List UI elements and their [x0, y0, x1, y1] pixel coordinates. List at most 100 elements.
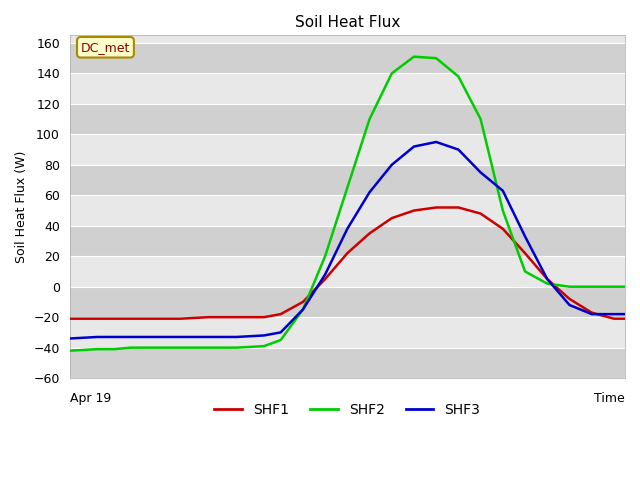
SHF3	[566, 302, 573, 308]
SHF2	[277, 337, 285, 343]
SHF2	[177, 345, 184, 350]
SHF3	[110, 334, 118, 340]
SHF1	[388, 215, 396, 221]
Bar	[70, 226, 625, 256]
SHF1	[433, 204, 440, 210]
SHF1	[205, 314, 212, 320]
SHF2	[299, 307, 307, 312]
SHF3	[521, 234, 529, 240]
SHF2	[66, 348, 74, 354]
SHF3	[143, 334, 151, 340]
SHF2	[610, 284, 618, 289]
SHF3	[321, 272, 329, 277]
SHF2	[365, 116, 373, 122]
SHF1	[127, 316, 134, 322]
SHF3	[260, 333, 268, 338]
Line: SHF3: SHF3	[70, 142, 625, 338]
SHF1	[143, 316, 151, 322]
SHF1	[260, 314, 268, 320]
SHF3	[477, 169, 484, 175]
SHF2	[477, 116, 484, 122]
SHF1	[588, 310, 595, 315]
SHF2	[499, 208, 507, 214]
SHF2	[410, 54, 418, 60]
SHF3	[454, 147, 462, 153]
Bar	[70, 73, 625, 104]
SHF1	[177, 316, 184, 322]
SHF2	[588, 284, 595, 289]
SHF3	[365, 190, 373, 195]
SHF1	[454, 204, 462, 210]
SHF1	[543, 276, 551, 282]
SHF2	[621, 284, 629, 289]
Bar	[70, 348, 625, 378]
SHF3	[588, 311, 595, 317]
SHF1	[521, 250, 529, 256]
SHF3	[433, 139, 440, 145]
SHF3	[127, 334, 134, 340]
SHF2	[93, 346, 101, 352]
SHF1	[277, 311, 285, 317]
SHF3	[277, 330, 285, 336]
SHF2	[521, 269, 529, 275]
SHF3	[299, 307, 307, 312]
SHF1	[610, 316, 618, 322]
SHF1	[365, 230, 373, 236]
SHF1	[499, 226, 507, 232]
Bar	[70, 317, 625, 348]
SHF3	[93, 334, 101, 340]
SHF3	[410, 144, 418, 149]
SHF1	[110, 316, 118, 322]
SHF2	[143, 345, 151, 350]
SHF3	[232, 334, 240, 340]
SHF1	[299, 299, 307, 305]
SHF3	[499, 188, 507, 193]
SHF1	[410, 208, 418, 214]
SHF1	[321, 276, 329, 282]
Y-axis label: Soil Heat Flux (W): Soil Heat Flux (W)	[15, 151, 28, 263]
SHF3	[177, 334, 184, 340]
Bar	[70, 256, 625, 287]
SHF2	[543, 281, 551, 287]
Bar	[70, 287, 625, 317]
Bar	[70, 43, 625, 73]
SHF2	[160, 345, 168, 350]
Bar	[70, 165, 625, 195]
SHF3	[621, 311, 629, 317]
Bar	[70, 104, 625, 134]
SHF2	[110, 346, 118, 352]
SHF3	[610, 311, 618, 317]
SHF2	[566, 284, 573, 289]
Line: SHF2: SHF2	[70, 57, 625, 351]
Text: Apr 19: Apr 19	[70, 392, 111, 405]
SHF1	[93, 316, 101, 322]
SHF1	[566, 296, 573, 302]
SHF3	[388, 162, 396, 168]
SHF1	[477, 211, 484, 216]
SHF1	[344, 250, 351, 256]
Text: Time: Time	[595, 392, 625, 405]
SHF2	[260, 343, 268, 349]
SHF2	[433, 55, 440, 61]
SHF3	[205, 334, 212, 340]
SHF1	[621, 316, 629, 322]
SHF2	[232, 345, 240, 350]
Text: DC_met: DC_met	[81, 41, 130, 54]
SHF1	[232, 314, 240, 320]
SHF1	[66, 316, 74, 322]
SHF2	[454, 73, 462, 79]
Line: SHF1: SHF1	[70, 207, 625, 319]
SHF2	[205, 345, 212, 350]
SHF2	[388, 71, 396, 76]
SHF3	[344, 226, 351, 232]
SHF3	[66, 336, 74, 341]
Legend: SHF1, SHF2, SHF3: SHF1, SHF2, SHF3	[209, 397, 486, 422]
Bar	[70, 195, 625, 226]
SHF3	[543, 276, 551, 282]
SHF2	[127, 345, 134, 350]
SHF1	[160, 316, 168, 322]
SHF2	[321, 253, 329, 259]
SHF3	[160, 334, 168, 340]
SHF2	[344, 185, 351, 191]
Bar	[70, 134, 625, 165]
